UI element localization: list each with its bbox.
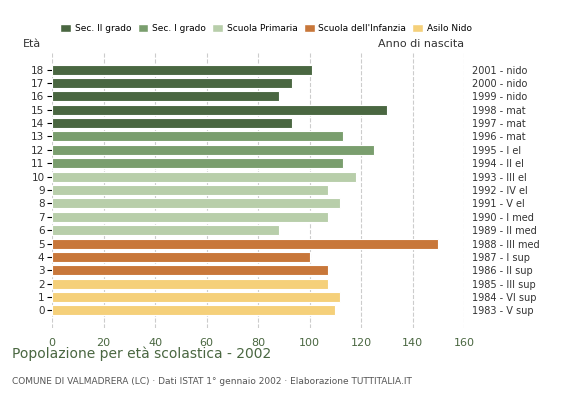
Bar [52, 212, 328, 222]
Bar [52, 265, 328, 275]
Bar [52, 198, 340, 208]
Bar [52, 64, 312, 74]
Bar [52, 292, 340, 302]
Bar [52, 172, 356, 182]
Bar [52, 306, 335, 316]
Bar [52, 185, 328, 195]
Bar [52, 238, 438, 248]
Text: COMUNE DI VALMADRERA (LC) · Dati ISTAT 1° gennaio 2002 · Elaborazione TUTTITALIA: COMUNE DI VALMADRERA (LC) · Dati ISTAT 1… [12, 377, 411, 386]
Text: Popolazione per età scolastica - 2002: Popolazione per età scolastica - 2002 [12, 346, 271, 361]
Bar [52, 158, 343, 168]
Text: Età: Età [23, 39, 42, 49]
Bar [52, 118, 292, 128]
Bar [52, 132, 343, 142]
Text: Anno di nascita: Anno di nascita [378, 39, 464, 49]
Bar [52, 105, 387, 115]
Bar [52, 91, 279, 101]
Legend: Sec. II grado, Sec. I grado, Scuola Primaria, Scuola dell'Infanzia, Asilo Nido: Sec. II grado, Sec. I grado, Scuola Prim… [57, 21, 476, 37]
Bar [52, 225, 279, 235]
Bar [52, 78, 292, 88]
Bar [52, 252, 310, 262]
Bar [52, 145, 374, 155]
Bar [52, 279, 328, 289]
